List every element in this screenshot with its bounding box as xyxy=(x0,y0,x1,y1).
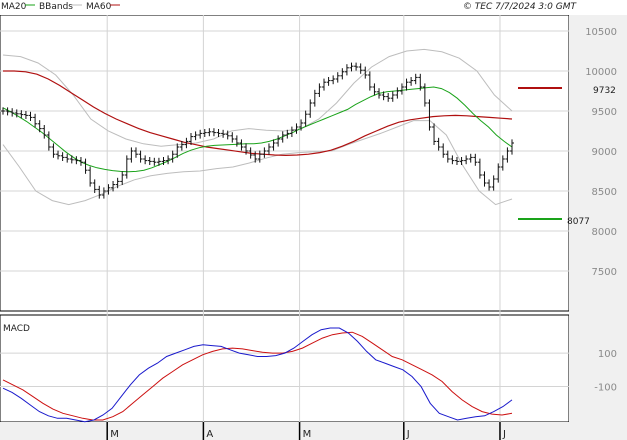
price-tick-label: 7500 xyxy=(592,267,617,278)
macd-tick-label: -100 xyxy=(594,383,617,394)
month-tick-label: M xyxy=(303,429,312,440)
price-tick-label: 10000 xyxy=(585,67,617,78)
annotation-label-8077: 8077 xyxy=(567,217,590,227)
macd-line xyxy=(2,327,513,423)
signal-line xyxy=(2,331,513,421)
top-strip-bg xyxy=(0,0,627,15)
price-tick-label: 9500 xyxy=(592,107,617,118)
month-tick-label: J xyxy=(406,429,410,440)
legend-bbands: BBands xyxy=(39,2,73,12)
bbands-upper-line xyxy=(2,48,513,147)
legend-ma20: MA20 xyxy=(1,2,27,12)
macd-panel-bg xyxy=(0,314,570,423)
ma20-line xyxy=(2,86,513,173)
ma60-line xyxy=(3,70,513,157)
bbands-lower-line xyxy=(2,120,513,206)
month-tick-label: J xyxy=(502,429,506,440)
macd-axis-ticks: 100 -100 xyxy=(594,349,617,393)
price-tick-label: 8500 xyxy=(592,187,617,198)
macd-panel-title: MACD xyxy=(3,324,30,334)
right-axis-bg xyxy=(569,15,627,422)
annotation-label-9732: 9732 xyxy=(593,86,616,96)
price-bars xyxy=(1,62,514,199)
price-tick-label: 10500 xyxy=(585,27,617,38)
price-tick-label: 9000 xyxy=(592,147,617,158)
legend-ma60: MA60 xyxy=(86,2,112,12)
month-tick-label: M xyxy=(110,429,119,440)
price-axis-ticks: 7500 8000 8500 9000 9500 10000 10500 xyxy=(585,27,617,278)
price-tick-label: 8000 xyxy=(592,227,617,238)
price-grid xyxy=(0,30,569,272)
macd-tick-label: 100 xyxy=(598,349,617,360)
bottom-axis-bg xyxy=(0,422,627,440)
month-tick-label: A xyxy=(206,429,213,440)
copyright-text: © TEC 7/7/2024 3:0 GMT xyxy=(463,2,578,12)
price-panel-bg xyxy=(0,14,570,312)
